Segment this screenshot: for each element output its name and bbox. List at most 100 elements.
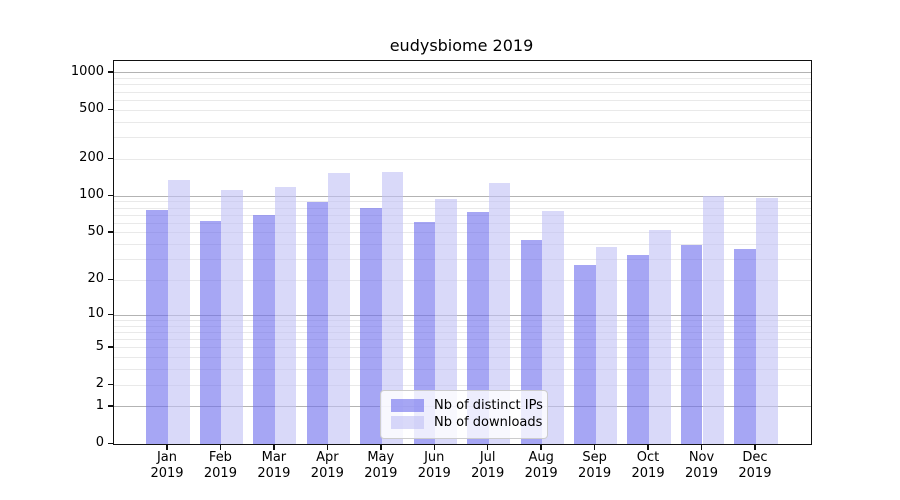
gridline-minor <box>114 222 811 224</box>
gridline-minor <box>114 338 811 340</box>
y-tick-mark <box>108 442 114 444</box>
x-tick-label-oct: Oct 2019 <box>618 450 678 482</box>
y-tick-label: 500 <box>79 101 104 117</box>
x-tick-label-dec: Dec 2019 <box>725 450 785 482</box>
bar-ips-jan <box>146 210 168 444</box>
legend-label-distinct-ips: Nb of distinct IPs <box>434 398 543 413</box>
gridline-minor <box>114 232 811 234</box>
bar-downloads-jun <box>435 198 457 444</box>
x-tick-year: 2019 <box>310 466 344 481</box>
gridline-minor <box>114 369 811 371</box>
bar-downloads-oct <box>649 229 671 444</box>
x-tick-month: Jul <box>479 450 496 465</box>
y-tick-label: 50 <box>87 223 104 239</box>
x-tick-month: Apr <box>316 450 339 465</box>
legend-row-distinct-ips: Nb of distinct IPs <box>391 397 543 414</box>
gridline-minor <box>114 99 811 101</box>
gridline-major <box>114 314 811 316</box>
x-tick-year: 2019 <box>203 466 237 481</box>
x-tick-mark <box>486 445 489 450</box>
y-tick-label: 200 <box>79 150 104 166</box>
bar-downloads-mar <box>274 187 297 444</box>
x-tick-month: Jan <box>156 450 178 465</box>
gridline-minor <box>114 384 811 386</box>
x-tick-label-mar: Mar 2019 <box>244 450 304 482</box>
x-tick-year: 2019 <box>578 466 612 481</box>
x-tick-label-may: May 2019 <box>351 450 411 482</box>
x-tick-label-jul: Jul 2019 <box>458 450 518 482</box>
bar-ips-nov <box>680 244 703 444</box>
bar-downloads-sep <box>595 247 618 444</box>
y-tick-label: 5 <box>95 338 104 354</box>
gridline-minor <box>114 357 811 359</box>
bar-ips-mar <box>253 215 275 444</box>
legend-swatch-downloads <box>391 416 424 429</box>
x-tick-mark <box>219 445 222 450</box>
x-tick-month: Mar <box>261 450 287 465</box>
y-tick-label: 0 <box>95 435 104 450</box>
x-tick-year: 2019 <box>738 466 772 481</box>
x-tick-label-sep: Sep 2019 <box>565 450 625 482</box>
gridline-minor <box>114 347 811 349</box>
gridline-minor <box>114 78 811 80</box>
bar-ips-apr <box>306 202 329 444</box>
x-tick-year: 2019 <box>684 466 719 481</box>
bar-ips-jun <box>413 222 436 444</box>
legend: Nb of distinct IPs Nb of downloads <box>380 390 548 439</box>
x-tick-month: Oct <box>636 450 660 465</box>
x-tick-mark <box>593 445 596 450</box>
gridline-minor <box>114 214 811 216</box>
y-tick-label: 1000 <box>70 63 104 79</box>
legend-label-downloads: Nb of downloads <box>434 415 543 430</box>
gridline-minor <box>114 84 811 86</box>
bar-downloads-apr <box>328 172 350 444</box>
gridline-minor <box>114 91 811 93</box>
y-tick-mark <box>108 194 114 197</box>
x-tick-year: 2019 <box>150 466 184 481</box>
y-tick-label: 2 <box>95 376 104 391</box>
y-tick-mark <box>108 346 114 348</box>
x-tick-mark <box>166 445 168 450</box>
gridline-minor <box>114 325 811 327</box>
x-tick-month: Sep <box>582 450 607 465</box>
gridline-minor <box>114 244 811 246</box>
bar-downloads-feb <box>221 189 244 444</box>
x-tick-month: Jun <box>424 450 445 465</box>
gridline-minor <box>114 121 811 123</box>
bar-ips-feb <box>199 221 222 444</box>
x-tick-mark <box>754 445 756 450</box>
gridline-minor <box>114 279 811 281</box>
y-tick-label: 100 <box>79 187 104 203</box>
bar-ips-dec <box>734 248 756 444</box>
bar-downloads-nov <box>702 196 725 444</box>
gridline-minor <box>114 158 811 160</box>
plot-area <box>113 60 812 445</box>
chart-title: eudysbiome 2019 <box>389 36 534 55</box>
bar-downloads-aug <box>542 210 564 444</box>
x-tick-year: 2019 <box>631 466 665 481</box>
bar-ips-oct <box>627 254 650 444</box>
y-tick-mark <box>108 405 114 407</box>
bar-downloads-may <box>381 172 404 444</box>
y-tick-mark <box>108 313 114 316</box>
x-tick-label-feb: Feb 2019 <box>190 450 250 482</box>
gridline-minor <box>114 331 811 333</box>
x-tick-month: Dec <box>742 450 768 465</box>
bar-ips-may <box>360 208 382 444</box>
x-tick-year: 2019 <box>257 466 291 481</box>
legend-swatch-distinct-ips <box>391 399 424 412</box>
x-tick-mark <box>700 445 703 450</box>
y-tick-mark <box>108 157 114 160</box>
legend-row-downloads: Nb of downloads <box>391 414 542 431</box>
y-tick-mark <box>108 383 114 385</box>
x-tick-month: Aug <box>528 450 554 465</box>
bar-ips-jul <box>467 212 489 444</box>
x-tick-mark <box>326 445 329 450</box>
x-tick-month: Nov <box>688 450 715 465</box>
x-tick-mark <box>273 445 275 450</box>
gridline-major <box>114 72 811 74</box>
y-tick-label: 1 <box>95 397 104 413</box>
x-tick-month: Feb <box>208 450 232 465</box>
x-tick-label-aug: Aug 2019 <box>511 450 571 482</box>
